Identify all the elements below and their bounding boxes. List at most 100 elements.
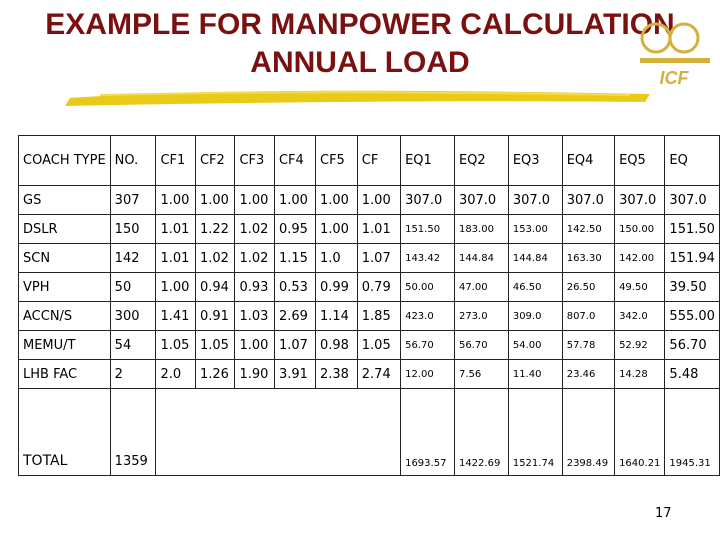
- table-cell: 163.30: [561, 243, 616, 273]
- blank-cell: [155, 388, 402, 476]
- total-eq: 1521.74: [507, 388, 563, 476]
- header-cell: EQ5: [614, 135, 666, 186]
- header-cell: CF2: [194, 135, 236, 186]
- header-cell: EQ4: [561, 135, 616, 186]
- table-cell: 56.70: [453, 330, 509, 360]
- table-cell: 307.0: [507, 185, 563, 215]
- table-cell: 26.50: [561, 272, 616, 302]
- table-cell: 47.00: [453, 272, 509, 302]
- table-cell: 11.40: [507, 359, 563, 389]
- table-cell: 309.0: [507, 301, 563, 331]
- table-cell: 3.91: [273, 359, 317, 389]
- table-cell: 1.05: [356, 330, 402, 360]
- table-cell: 1.07: [356, 243, 402, 273]
- table-row: VPH 50 1.00 0.94 0.93 0.53 0.99 0.79 50.00 47.00 4…: [18, 272, 720, 302]
- table-cell: 153.00: [507, 214, 563, 244]
- table-cell: 1.00: [273, 185, 317, 215]
- slide-title: EXAMPLE FOR MANPOWER CALCULATION ANNUAL …: [0, 6, 720, 82]
- table-cell: 49.50: [614, 272, 666, 302]
- table-row: ACCN/S 300 1.41 0.91 1.03 2.69 1.14 1.85 423.0 27…: [18, 301, 720, 331]
- table-cell: 142: [109, 243, 157, 273]
- header-cell: NO.: [109, 135, 157, 186]
- table-cell: 307.0: [400, 185, 455, 215]
- table-row: DSLR 150 1.01 1.22 1.02 0.95 1.00 1.01 151.50 183…: [18, 214, 720, 244]
- table-cell: 1.00: [356, 185, 402, 215]
- table-cell: 1.00: [315, 185, 358, 215]
- table-cell: 14.28: [614, 359, 666, 389]
- table-row: MEMU/T 54 1.05 1.05 1.00 1.07 0.98 1.05 56.70 56.…: [18, 330, 720, 360]
- table-cell: 1.07: [273, 330, 317, 360]
- title-underline: [65, 90, 650, 106]
- table-cell: 23.46: [561, 359, 616, 389]
- total-eq: 1640.21: [614, 388, 666, 476]
- table-cell: 143.42: [400, 243, 455, 273]
- table-cell: 1.85: [356, 301, 402, 331]
- table-cell: 1.14: [315, 301, 358, 331]
- table-cell: 273.0: [453, 301, 509, 331]
- table-cell: 56.70: [400, 330, 455, 360]
- table-cell: 142.50: [561, 214, 616, 244]
- table-cell: 56.70: [664, 330, 720, 360]
- header-cell: EQ: [664, 135, 720, 186]
- table-cell: 1.00: [194, 185, 236, 215]
- header-cell: CF5: [315, 135, 358, 186]
- table-cell: 1.01: [155, 243, 196, 273]
- table-cell: 423.0: [400, 301, 455, 331]
- table-cell: 1.02: [234, 243, 275, 273]
- table-cell: 307.0: [453, 185, 509, 215]
- header-cell: COACH TYPE: [18, 135, 111, 186]
- table-cell: 0.95: [273, 214, 317, 244]
- table-cell: 2: [109, 359, 157, 389]
- table-row: LHB FAC 2 2.0 1.26 1.90 3.91 2.38 2.74 12.00 7.56…: [18, 359, 720, 389]
- table-cell: 150: [109, 214, 157, 244]
- table-cell: DSLR: [18, 214, 111, 244]
- table-cell: 52.92: [614, 330, 666, 360]
- table-cell: 0.94: [194, 272, 236, 302]
- table-cell: 2.74: [356, 359, 402, 389]
- table-cell: 144.84: [507, 243, 563, 273]
- table-cell: LHB FAC: [18, 359, 111, 389]
- table-cell: 5.48: [664, 359, 720, 389]
- table-cell: 150.00: [614, 214, 666, 244]
- header-cell: EQ2: [453, 135, 509, 186]
- table-cell: 54.00: [507, 330, 563, 360]
- table-cell: 307.0: [664, 185, 720, 215]
- table: COACH TYPE NO. CF1 CF2 CF3 CF4 CF5 CF EQ1 EQ2 EQ3 E…: [18, 135, 720, 476]
- total-count: 1359: [109, 388, 157, 476]
- table-cell: 0.91: [194, 301, 236, 331]
- table-cell: 1.02: [194, 243, 236, 273]
- table-row: SCN 142 1.01 1.02 1.02 1.15 1.0 1.07 143.42 144.8…: [18, 243, 720, 273]
- total-label: TOTAL: [18, 388, 111, 476]
- table-cell: 144.84: [453, 243, 509, 273]
- total-eq: 1945.31: [664, 388, 720, 476]
- header-cell: CF3: [234, 135, 275, 186]
- table-cell: MEMU/T: [18, 330, 111, 360]
- header-cell: CF: [356, 135, 402, 186]
- table-cell: 1.00: [155, 185, 196, 215]
- total-eq: 2398.49: [561, 388, 616, 476]
- table-cell: 307: [109, 185, 157, 215]
- table-cell: 151.94: [664, 243, 720, 273]
- title-line: EXAMPLE FOR MANPOWER CALCULATION: [45, 8, 675, 41]
- total-row: TOTAL 1359 1693.57 1422.69 1521.74 2398.49 164…: [18, 388, 720, 476]
- table-cell: 1.00: [234, 185, 275, 215]
- total-eq: 1422.69: [453, 388, 509, 476]
- table-cell: 1.22: [194, 214, 236, 244]
- table-cell: 1.02: [234, 214, 275, 244]
- table-cell: 1.00: [234, 330, 275, 360]
- table-cell: 39.50: [664, 272, 720, 302]
- table-cell: 0.79: [356, 272, 402, 302]
- header-cell: EQ3: [507, 135, 563, 186]
- logo-text: ICF: [660, 68, 690, 88]
- table-cell: 555.00: [664, 301, 720, 331]
- table-cell: 2.69: [273, 301, 317, 331]
- table-cell: 807.0: [561, 301, 616, 331]
- table-cell: 1.03: [234, 301, 275, 331]
- title-line: ANNUAL LOAD: [250, 46, 470, 79]
- table-cell: 0.53: [273, 272, 317, 302]
- table-cell: 7.56: [453, 359, 509, 389]
- logo: ICF: [640, 22, 710, 88]
- table-cell: 2.0: [155, 359, 196, 389]
- table-cell: 1.26: [194, 359, 236, 389]
